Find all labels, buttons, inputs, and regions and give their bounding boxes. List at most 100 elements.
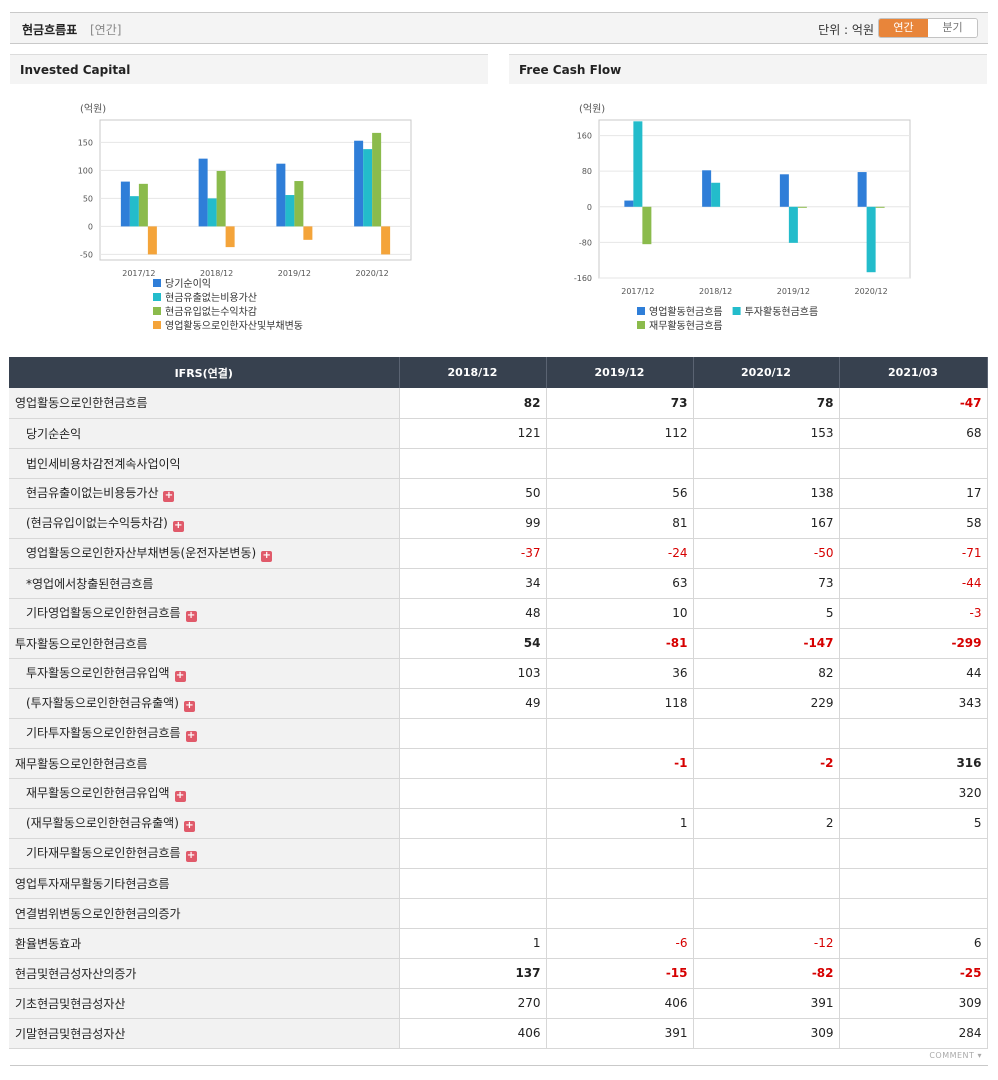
table-row: 기타재무활동으로인한현금흐름 + <box>9 838 988 869</box>
row-label: 기타투자활동으로인한현금흐름 + <box>9 718 400 749</box>
value-cell <box>693 838 840 869</box>
tab-quarterly[interactable]: 분기 <box>928 19 977 37</box>
bar <box>788 206 798 243</box>
value-cell: -81 <box>546 628 694 659</box>
expand-plus-icon[interactable]: + <box>174 790 186 802</box>
bar <box>294 181 304 227</box>
value-cell: 56 <box>546 478 694 509</box>
row-label-text: 당기순손익 <box>26 426 82 441</box>
header-col-2021q1: 2021/03 <box>839 357 988 388</box>
legend-label: 현금유입없는수익차감 <box>165 305 257 318</box>
value-cell: 58 <box>839 508 988 539</box>
value-cell: -44 <box>839 568 988 599</box>
value-cell: 309 <box>693 1018 840 1049</box>
value-cell <box>546 778 694 809</box>
value-cell <box>693 868 840 899</box>
bar <box>225 226 235 248</box>
page-title: 현금흐름표 <box>22 23 78 37</box>
table-row: 기말현금및현금성자산 406 391 309 284 <box>9 1018 988 1049</box>
value-cell <box>399 748 547 779</box>
y-tick-label: 0 <box>88 222 93 231</box>
bar <box>354 140 364 227</box>
y-axis-label: (억원) <box>579 103 605 115</box>
expand-plus-icon[interactable]: + <box>174 670 186 682</box>
expand-plus-icon[interactable]: + <box>261 550 273 562</box>
row-label: 기타재무활동으로인한현금흐름 + <box>9 838 400 869</box>
table-row: 연결범위변동으로인한현금의증가 <box>9 898 988 929</box>
value-cell: 112 <box>546 418 694 449</box>
value-cell: 10 <box>546 598 694 629</box>
header-ifrs: IFRS(연결) <box>9 357 400 388</box>
x-tick-label: 2020/12 <box>855 287 888 296</box>
value-cell: 63 <box>546 568 694 599</box>
row-label-text: (투자활동으로인한현금유출액) <box>26 696 179 710</box>
value-cell <box>693 898 840 929</box>
bar <box>276 163 286 227</box>
table-row: (투자활동으로인한현금유출액) +49 118 229 343 <box>9 688 988 719</box>
row-label: *영업에서창출된현금흐름 <box>9 568 400 599</box>
value-cell <box>399 778 547 809</box>
row-label-text: 현금유출이없는비용등가산 <box>26 486 159 500</box>
value-cell <box>399 808 547 839</box>
value-cell: 78 <box>693 388 840 419</box>
value-cell: -25 <box>839 958 988 989</box>
tab-annual[interactable]: 연간 <box>879 19 928 37</box>
bar <box>285 195 295 227</box>
value-cell: 167 <box>693 508 840 539</box>
row-label: 환율변동효과 <box>9 928 400 959</box>
row-label-text: 투자활동으로인한현금유입액 <box>26 666 170 680</box>
row-label: 당기순손익 <box>9 418 400 449</box>
bar <box>642 206 652 245</box>
y-tick-label: 50 <box>83 194 93 203</box>
value-cell: 316 <box>839 748 988 779</box>
bar <box>372 132 382 227</box>
expand-plus-icon[interactable]: + <box>183 820 195 832</box>
value-cell: 118 <box>546 688 694 719</box>
legend-label: 투자활동현금흐름 <box>745 305 819 318</box>
value-cell: 36 <box>546 658 694 689</box>
row-label: 재무활동으로인한현금흐름 <box>9 748 400 779</box>
comment-toggle[interactable]: COMMENT ▾ <box>929 1051 982 1060</box>
x-tick-label: 2019/12 <box>278 269 311 278</box>
value-cell: 284 <box>839 1018 988 1049</box>
chevron-down-icon: ▾ <box>977 1051 982 1060</box>
free-cash-flow-chart: (억원) 160 80 0 -80 -160 2017/12 2018/12 2019/12 20… <box>574 103 911 332</box>
value-cell <box>839 838 988 869</box>
value-cell: 309 <box>839 988 988 1019</box>
value-cell: 73 <box>693 568 840 599</box>
table-row: 영업투자재무활동기타현금흐름 <box>9 868 988 899</box>
expand-plus-icon[interactable]: + <box>183 700 195 712</box>
value-cell <box>399 898 547 929</box>
table-row: 환율변동효과 1 -6 -12 6 <box>9 928 988 959</box>
value-cell <box>399 448 547 479</box>
row-label-text: 영업활동으로인한자산부채변동(운전자본변동) <box>26 546 257 560</box>
value-cell: 82 <box>693 658 840 689</box>
value-cell: 99 <box>399 508 547 539</box>
y-tick-label: 150 <box>78 138 93 147</box>
row-label-text: 재무활동으로인한현금흐름 <box>15 756 148 771</box>
table-row: 재무활동으로인한현금유입액 +320 <box>9 778 988 809</box>
table-row: 재무활동으로인한현금흐름 -1 -2 316 <box>9 748 988 779</box>
legend-swatch <box>153 279 161 287</box>
value-cell <box>693 448 840 479</box>
bar <box>129 196 139 227</box>
value-cell: 81 <box>546 508 694 539</box>
x-tick-label: 2019/12 <box>777 287 810 296</box>
table-row: 기타투자활동으로인한현금흐름 + <box>9 718 988 749</box>
value-cell <box>399 718 547 749</box>
value-cell: 343 <box>839 688 988 719</box>
value-cell: -24 <box>546 538 694 569</box>
expand-plus-icon[interactable]: + <box>185 610 197 622</box>
table-header-row: IFRS(연결) 2018/12 2019/12 2020/12 2021/03 <box>9 357 988 388</box>
row-label: 영업활동으로인한현금흐름 <box>9 388 400 419</box>
bar <box>711 182 721 207</box>
comment-label: COMMENT <box>929 1051 975 1060</box>
expand-plus-icon[interactable]: + <box>163 490 175 502</box>
expand-plus-icon[interactable]: + <box>185 730 197 742</box>
value-cell <box>399 838 547 869</box>
row-label: 연결범위변동으로인한현금의증가 <box>9 898 400 929</box>
expand-plus-icon[interactable]: + <box>185 850 197 862</box>
expand-plus-icon[interactable]: + <box>172 520 184 532</box>
cashflow-header-bar: 현금흐름표 [연간] 단위 : 억원 연간 분기 <box>10 12 988 44</box>
value-cell <box>399 868 547 899</box>
